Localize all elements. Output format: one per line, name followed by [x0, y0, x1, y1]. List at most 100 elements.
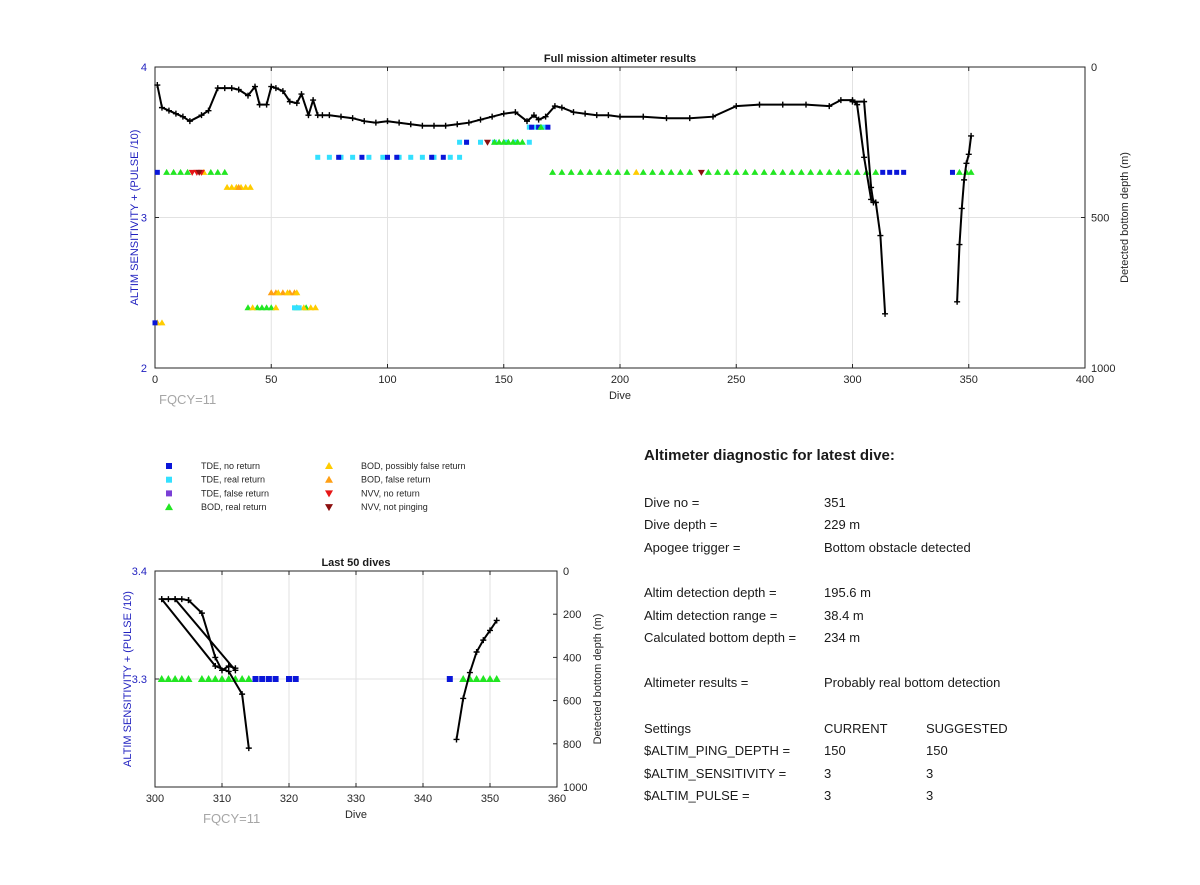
legend-marker-nvv-no-return: [325, 490, 333, 498]
marker-bod-real-return: [184, 675, 193, 682]
depth-point: [172, 110, 179, 117]
marker-bod-real-return: [170, 168, 178, 175]
legend-label-bod-real-return: BOD, real return: [201, 502, 267, 512]
marker-tde-no-return: [336, 154, 342, 160]
marker-bod-real-return: [967, 168, 975, 175]
legend-marker-tde-false-return: [166, 490, 172, 497]
marker-tde-real-return: [457, 154, 463, 160]
marker-bod-real-return: [218, 675, 226, 682]
depth-point: [466, 669, 473, 676]
depth-line: [174, 598, 237, 672]
marker-tde-no-return: [949, 169, 955, 175]
depth-point: [384, 118, 391, 125]
depth-point: [803, 101, 809, 108]
marker-tde-no-return: [880, 169, 886, 175]
y-axis-title: ALTIM SENSITIVITY + (PULSE /10): [129, 130, 141, 306]
marker-bod-real-return: [760, 168, 768, 175]
y2-tick-label: 1000: [563, 782, 587, 794]
legend-label-nvv-not-pinging: NVV, not pinging: [361, 502, 428, 512]
depth-point: [219, 667, 225, 674]
marker-tde-no-return: [901, 169, 907, 175]
depth-point: [221, 85, 228, 92]
depth-point: [158, 596, 165, 603]
x-tick-label: 300: [146, 793, 164, 805]
marker-tde-real-return: [503, 139, 509, 145]
fqcy-annotation: FQCY=11: [159, 392, 216, 407]
depth-point: [512, 109, 519, 116]
settings-header-current: CURRENT: [824, 721, 888, 736]
depth-point: [338, 113, 344, 120]
diag-value-dive-depth: 229 m: [824, 517, 861, 532]
setting-current-ping-depth: 150: [824, 743, 846, 758]
depth-point: [212, 663, 219, 670]
marker-tde-no-return: [385, 154, 390, 160]
depth-point: [178, 596, 185, 603]
y-tick-label: 3.4: [132, 566, 147, 578]
depth-point: [733, 103, 740, 110]
marker-bod-real-return: [649, 168, 657, 175]
legend-label-bod-false-return: BOD, false return: [361, 475, 431, 485]
marker-bod-real-return: [769, 168, 777, 175]
marker-bod-real-return: [714, 168, 722, 175]
y2-tick-label: 600: [563, 696, 581, 708]
marker-tde-no-return: [529, 124, 535, 130]
marker-bod-possibly-false: [307, 304, 315, 311]
marker-bod-real-return: [723, 168, 731, 175]
depth-point: [756, 101, 763, 108]
depth-point: [298, 91, 305, 98]
last-50-dives-chart: 300 310 320 330 340 350 360 3.3 3.4 0 200 400 600 800…: [122, 557, 604, 826]
marker-bod-possibly-false: [274, 289, 282, 296]
marker-tde-real-return: [366, 154, 372, 160]
marker-bod-real-return: [157, 675, 166, 682]
y2-tick-label: 500: [1091, 213, 1109, 225]
marker-bod-real-return: [492, 675, 501, 682]
depth-point: [861, 98, 868, 105]
depth-point: [185, 597, 192, 604]
depth-point: [214, 85, 221, 92]
marker-bod-real-return: [221, 168, 229, 175]
depth-point: [310, 97, 317, 104]
y2-tick-label: 400: [563, 652, 581, 664]
x-axis-title: Dive: [345, 809, 367, 821]
x-tick-label: 300: [843, 374, 861, 386]
depth-point: [593, 112, 600, 119]
marker-bod-false-return: [279, 289, 287, 296]
marker-bod-real-return: [177, 168, 185, 175]
depth-point: [165, 596, 172, 603]
marker-tde-real-return: [447, 154, 453, 160]
depth-point: [268, 83, 275, 90]
marker-bod-real-return: [177, 675, 186, 682]
marker-nvv-not-pinging: [483, 139, 491, 146]
marker-bod-real-return: [788, 168, 796, 175]
depth-point: [465, 119, 472, 126]
y-tick-label: 4: [141, 62, 147, 74]
marker-tde-real-return: [292, 305, 297, 311]
depth-point: [868, 184, 875, 191]
marker-tde-real-return: [526, 139, 532, 145]
marker-bod-real-return: [479, 675, 488, 682]
marker-bod-possibly-false: [249, 304, 257, 311]
depth-point: [225, 668, 232, 675]
legend-label-tde-false-return: TDE, false return: [201, 488, 269, 498]
x-tick-label: 150: [495, 374, 513, 386]
marker-bod-real-return: [211, 675, 220, 682]
marker-bod-possibly-false: [228, 183, 236, 190]
y-axis-title: ALTIM SENSITIVITY + (PULSE /10): [122, 591, 134, 767]
y2-tick-label: 1000: [1091, 363, 1115, 375]
depth-point: [272, 85, 279, 92]
depth-point: [558, 104, 565, 111]
marker-bod-real-return: [779, 168, 787, 175]
marker-bod-real-return: [558, 168, 566, 175]
depth-point: [535, 116, 542, 123]
marker-bod-real-return: [244, 675, 253, 682]
depth-point: [212, 654, 219, 661]
depth-point: [710, 113, 716, 120]
marker-tde-no-return: [272, 676, 279, 682]
settings-header-label: Settings: [644, 721, 691, 736]
marker-bod-real-return: [623, 168, 631, 175]
x-tick-label: 100: [378, 374, 396, 386]
depth-point: [530, 112, 537, 119]
setting-label-pulse: $ALTIM_PULSE =: [644, 788, 750, 803]
depth-line: [156, 84, 887, 314]
legend-label-nvv-no-return: NVV, no return: [361, 488, 420, 498]
